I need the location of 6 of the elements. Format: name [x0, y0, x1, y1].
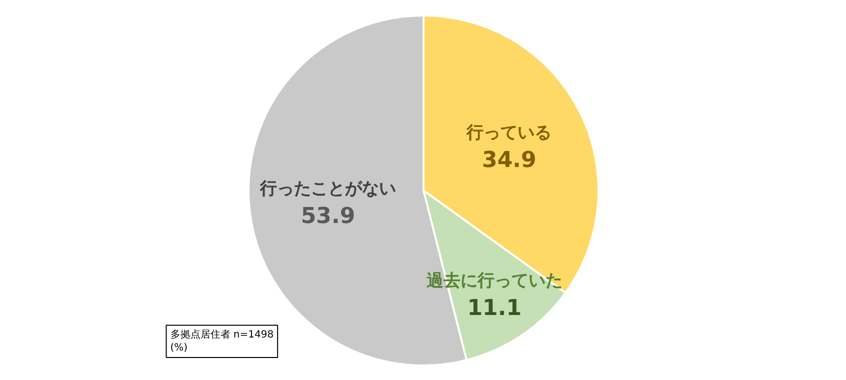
slice-label: 行ったことがない: [258, 178, 396, 199]
text: 多拠点居住者 n=1498 (%): [170, 328, 274, 354]
data-label: 34.9: [482, 148, 536, 174]
slice-label: 行っている: [466, 123, 552, 144]
data-label: 53.9: [300, 204, 356, 229]
data-label: 11.1: [467, 296, 522, 322]
